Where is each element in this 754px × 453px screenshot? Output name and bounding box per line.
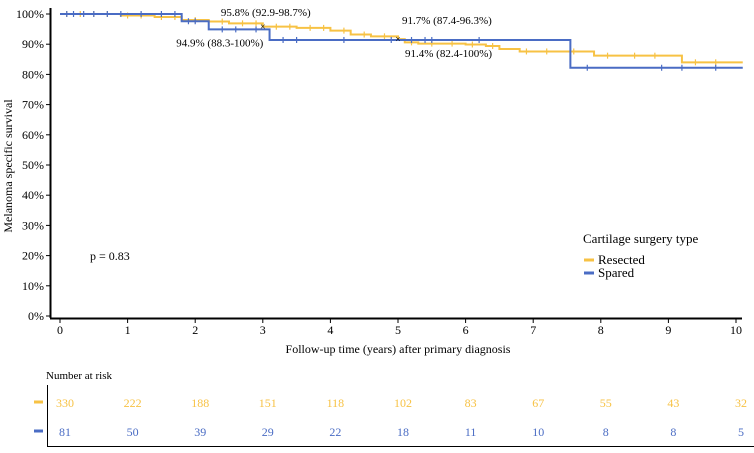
risk-count-spared: 39: [194, 425, 206, 439]
y-tick-label: 90%: [22, 37, 44, 51]
risk-count-spared: 50: [127, 425, 139, 439]
x-tick-label: 6: [463, 323, 469, 337]
risk-count-spared: 11: [465, 425, 477, 439]
risk-count-spared: 8: [603, 425, 609, 439]
x-tick-label: 4: [327, 323, 333, 337]
x-tick-label: 10: [730, 323, 742, 337]
risk-count-resected: 102: [394, 396, 412, 410]
annotation-marker: ×: [260, 22, 266, 33]
x-tick-label: 7: [530, 323, 536, 337]
risk-count-resected: 151: [259, 396, 277, 410]
risk-count-spared: 8: [670, 425, 676, 439]
y-axis-label: Melanoma specific survival: [1, 99, 15, 233]
y-tick-label: 70%: [22, 98, 44, 112]
risk-count-resected: 222: [124, 396, 142, 410]
risk-count-resected: 32: [735, 396, 747, 410]
x-tick-label: 3: [260, 323, 266, 337]
legend-title: Cartilage surgery type: [583, 231, 699, 246]
annotation-label: 94.9% (88.3-100%): [176, 37, 263, 49]
y-tick-label: 100%: [16, 7, 44, 21]
risk-count-spared: 18: [397, 425, 409, 439]
risk-count-spared: 10: [532, 425, 544, 439]
legend-label-spared: Spared: [598, 265, 635, 280]
annotation-label: 95.8% (92.9-98.7%): [221, 7, 311, 19]
risk-count-resected: 55: [600, 396, 612, 410]
risk-count-resected: 118: [327, 396, 345, 410]
y-tick-label: 10%: [22, 279, 44, 293]
x-tick-label: 5: [395, 323, 401, 337]
x-tick-label: 2: [192, 323, 198, 337]
x-tick-label: 1: [125, 323, 131, 337]
annotation-label: 91.7% (87.4-96.3%): [402, 15, 492, 27]
annotation-label: 91.4% (82.4-100%): [405, 48, 492, 60]
y-tick-label: 60%: [22, 128, 44, 142]
y-tick-label: 0%: [28, 309, 44, 323]
risk-count-resected: 330: [56, 396, 74, 410]
p-value: p = 0.83: [90, 249, 130, 263]
risk-count-resected: 83: [465, 396, 477, 410]
y-tick-label: 40%: [22, 188, 44, 202]
legend-label-resected: Resected: [598, 252, 645, 267]
x-tick-label: 0: [57, 323, 63, 337]
risk-count-spared: 22: [329, 425, 341, 439]
risk-count-resected: 188: [191, 396, 209, 410]
risk-count-resected: 67: [532, 396, 544, 410]
risk-count-spared: 5: [738, 425, 744, 439]
annotation-marker: ×: [395, 35, 401, 46]
y-tick-label: 20%: [22, 249, 44, 263]
y-tick-label: 80%: [22, 67, 44, 81]
risk-count-resected: 43: [667, 396, 679, 410]
x-axis-label: Follow-up time (years) after primary dia…: [286, 342, 511, 356]
km-curve-spared: [60, 13, 743, 69]
y-tick-label: 30%: [22, 218, 44, 232]
risk-count-spared: 29: [262, 425, 274, 439]
x-tick-label: 9: [665, 323, 671, 337]
x-tick-label: 8: [598, 323, 604, 337]
risk-table-title: Number at risk: [46, 370, 112, 382]
y-tick-label: 50%: [22, 158, 44, 172]
risk-count-spared: 81: [59, 425, 71, 439]
